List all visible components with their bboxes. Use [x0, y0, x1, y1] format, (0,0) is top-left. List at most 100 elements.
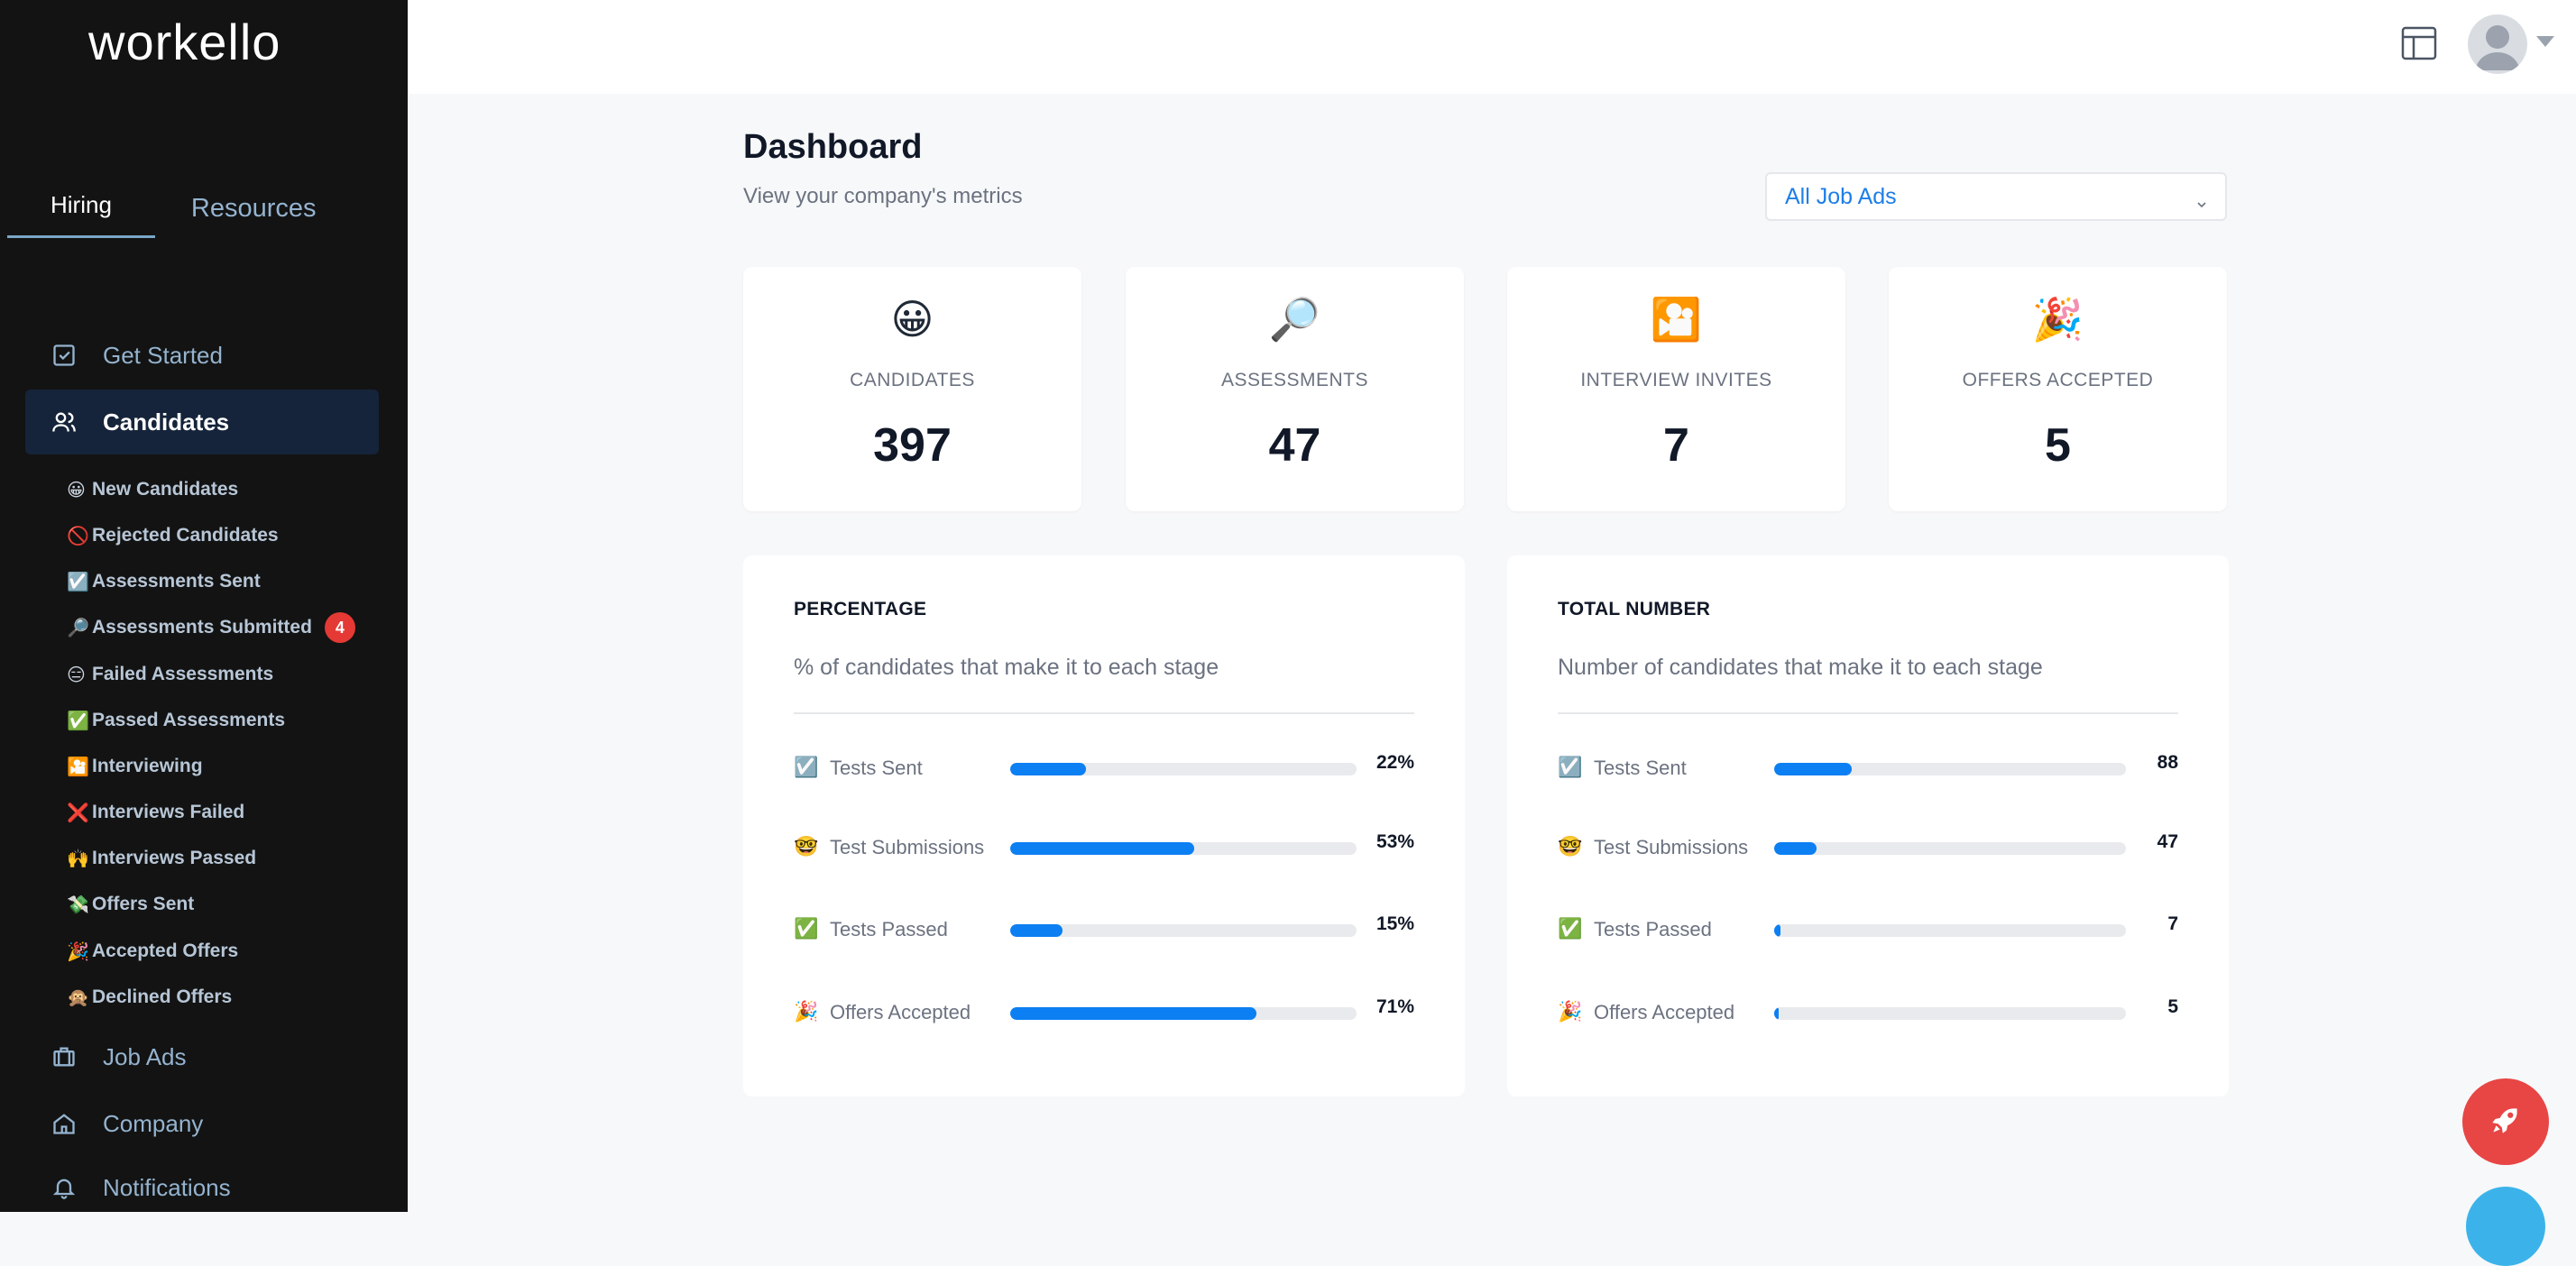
progress-track — [1774, 1007, 2126, 1020]
party-popper-icon: 🎉 — [794, 1000, 819, 1023]
cinema-icon: 🎦 — [1650, 296, 1703, 343]
ballot-check-icon: ☑️ — [794, 756, 819, 778]
progress-track — [1774, 763, 2126, 775]
subnav-interviewing[interactable]: 🎦 Interviewing — [67, 748, 373, 784]
subnav-offers-sent[interactable]: 💸 Offers Sent — [67, 886, 373, 922]
subnav-label: Failed Assessments — [92, 664, 274, 684]
stage-value: 22% — [1375, 752, 1414, 773]
subnav-rejected-candidates[interactable]: 🚫 Rejected Candidates — [67, 518, 373, 554]
subnav-label: Rejected Candidates — [92, 525, 279, 546]
subnav-passed-assessments[interactable]: ✅ Passed Assessments — [67, 702, 373, 738]
progress-fill — [1774, 924, 1781, 937]
subnav-label: Offers Sent — [92, 894, 195, 914]
subnav-assessments-submitted[interactable]: 🔎 Assessments Submitted 4 — [67, 610, 373, 646]
progress-track — [1774, 924, 2126, 937]
stage-value: 5 — [2167, 996, 2178, 1017]
total-number-panel: TOTAL NUMBER Number of candidates that m… — [1507, 555, 2229, 1096]
subnav-new-candidates[interactable]: 😀 New Candidates — [67, 472, 373, 508]
stage-label: Offers Accepted — [1594, 1001, 1735, 1023]
tab-resources[interactable]: Resources — [190, 194, 317, 223]
subnav-failed-assessments[interactable]: 😑 Failed Assessments — [67, 656, 373, 693]
stat-value: 47 — [1268, 419, 1321, 472]
stage-value: 71% — [1375, 996, 1414, 1017]
party-popper-icon: 🎉 — [2031, 296, 2084, 343]
page-title: Dashboard — [743, 128, 923, 166]
subnav-accepted-offers[interactable]: 🎉 Accepted Offers — [67, 933, 373, 969]
subnav-interviews-failed[interactable]: ❌ Interviews Failed — [67, 794, 373, 830]
stage-row: ✅ Tests Passed 15% — [794, 910, 1414, 946]
panel-title: PERCENTAGE — [794, 599, 927, 619]
cross-mark-icon: ❌ — [67, 803, 89, 823]
user-avatar-icon[interactable] — [2468, 14, 2527, 74]
subnav-label: Assessments Sent — [92, 571, 261, 592]
sidebar-item-get-started[interactable]: Get Started — [25, 323, 379, 388]
stat-label: CANDIDATES — [850, 370, 975, 390]
job-ads-filter-select[interactable]: All Job Ads — [1765, 172, 2227, 221]
progress-fill — [1774, 763, 1852, 775]
sidebar-item-candidates[interactable]: Candidates — [25, 390, 379, 454]
sidebar: workello Hiring Resources Get Started Ca… — [0, 0, 408, 1212]
stat-value: 5 — [2045, 419, 2071, 472]
progress-track — [1010, 1007, 1357, 1020]
stage-label: Test Submissions — [830, 836, 985, 858]
stage-label: Tests Sent — [1594, 757, 1687, 779]
progress-fill — [1774, 1007, 1780, 1020]
nerd-face-icon: 🤓 — [1558, 835, 1583, 858]
stage-row: 🤓 Test Submissions 47 — [1558, 828, 2178, 864]
progress-track — [1010, 924, 1357, 937]
stat-card-assessments: 🔎 ASSESSMENTS 47 — [1126, 267, 1464, 511]
sidebar-item-notifications[interactable]: Notifications — [25, 1155, 379, 1220]
top-bar — [408, 0, 2576, 94]
stat-card-offers-accepted: 🎉 OFFERS ACCEPTED 5 — [1889, 267, 2227, 511]
progress-fill — [1010, 842, 1194, 855]
subnav-label: Interviews Passed — [92, 848, 257, 868]
stage-label: Tests Passed — [830, 918, 948, 940]
magnifier-icon: 🔎 — [1268, 296, 1321, 343]
panel-subtitle: % of candidates that make it to each sta… — [794, 655, 1219, 680]
stat-card-candidates: 😀 CANDIDATES 397 — [743, 267, 1081, 511]
stat-value: 397 — [873, 419, 952, 472]
stage-label: Tests Sent — [830, 757, 923, 779]
magnifier-icon: 🔎 — [67, 618, 89, 638]
progress-fill — [1010, 924, 1063, 937]
grinning-face-icon: 😀 — [67, 480, 86, 500]
sidebar-item-label: Candidates — [103, 408, 230, 436]
sidebar-item-label: Get Started — [103, 341, 223, 369]
stage-value: 47 — [2157, 831, 2178, 852]
prohibited-icon: 🚫 — [67, 526, 89, 546]
app-logo[interactable]: workello — [88, 14, 281, 70]
checkbox-icon — [51, 342, 78, 369]
stage-value: 53% — [1375, 831, 1414, 852]
raised-hands-icon: 🙌 — [67, 849, 89, 869]
stage-row: ☑️ Tests Sent 88 — [1558, 748, 2178, 784]
select-value: All Job Ads — [1785, 183, 1897, 209]
count-badge: 4 — [324, 612, 355, 643]
subnav-label: New Candidates — [92, 479, 239, 500]
check-mark-icon: ✅ — [794, 917, 819, 940]
chevron-down-icon[interactable] — [2536, 36, 2554, 47]
sidebar-item-label: Notifications — [103, 1173, 231, 1201]
rocket-button[interactable] — [2462, 1078, 2549, 1165]
sidebar-item-company[interactable]: Company — [25, 1091, 379, 1156]
stage-label: Test Submissions — [1594, 836, 1749, 858]
stat-value: 7 — [1663, 419, 1689, 472]
sidebar-tabs: Hiring Resources — [7, 191, 317, 238]
page-subtitle: View your company's metrics — [743, 184, 1023, 208]
stat-label: OFFERS ACCEPTED — [1962, 370, 2154, 390]
divider — [794, 712, 1414, 714]
tab-hiring[interactable]: Hiring — [7, 191, 155, 238]
subnav-interviews-passed[interactable]: 🙌 Interviews Passed — [67, 840, 373, 876]
subnav-assessments-sent[interactable]: ☑️ Assessments Sent — [67, 564, 373, 600]
ballot-check-icon: ☑️ — [1558, 756, 1583, 778]
chat-launcher-button[interactable] — [2466, 1187, 2545, 1266]
progress-fill — [1010, 1007, 1256, 1020]
stage-label: Offers Accepted — [830, 1001, 971, 1023]
stage-label: Tests Passed — [1594, 918, 1712, 940]
check-mark-icon: ✅ — [1558, 917, 1583, 940]
layout-icon[interactable] — [2399, 23, 2439, 63]
sidebar-item-job-ads[interactable]: Job Ads — [25, 1024, 379, 1089]
party-popper-icon: 🎉 — [67, 941, 89, 962]
check-mark-icon: ✅ — [67, 711, 89, 731]
subnav-declined-offers[interactable]: 🙊 Declined Offers — [67, 979, 373, 1015]
chevron-down-icon — [2196, 190, 2207, 208]
